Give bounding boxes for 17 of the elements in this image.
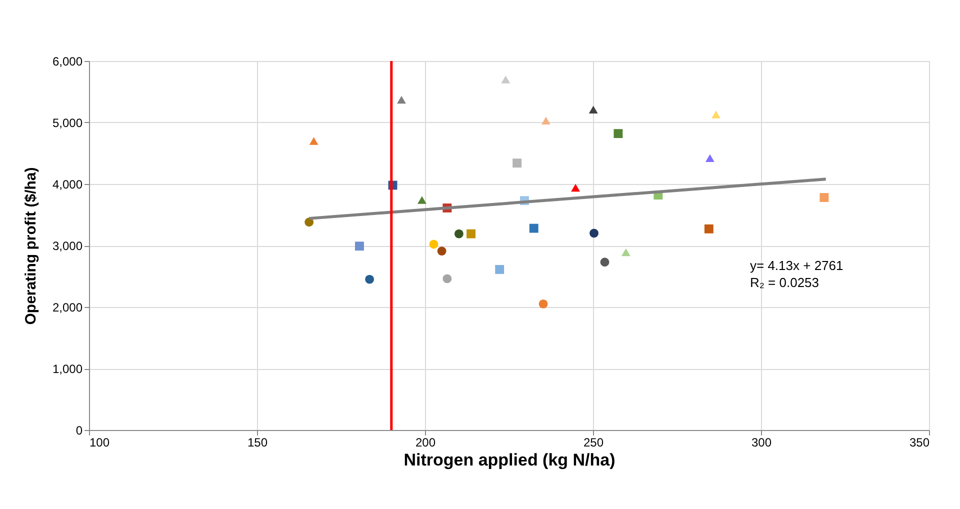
x-tick-label: 350 — [909, 436, 930, 450]
x-tick-label: 150 — [247, 436, 268, 450]
y-tick-label: 0 — [76, 424, 83, 438]
y-tick-label: 6,000 — [52, 54, 83, 68]
y-tick-label: 3,000 — [52, 239, 83, 253]
x-tick-label: 250 — [583, 436, 604, 450]
y-tick-label: 2,000 — [52, 300, 83, 314]
y-tick-label: 4,000 — [52, 178, 83, 192]
y-tick-label: 5,000 — [52, 116, 83, 130]
annotation: R₂ = 0.0253 — [750, 275, 820, 290]
y-axis-title: Operating profit ($/ha) — [22, 167, 40, 325]
annotation: y= 4.13x + 2761 — [750, 258, 844, 273]
x-tick-label: 300 — [751, 436, 772, 450]
x-axis-title: Nitrogen applied (kg N/ha) — [404, 450, 616, 470]
x-tick-label: 200 — [415, 436, 436, 450]
y-tick-label: 1,000 — [52, 362, 83, 376]
x-tick-label: 100 — [90, 436, 110, 450]
